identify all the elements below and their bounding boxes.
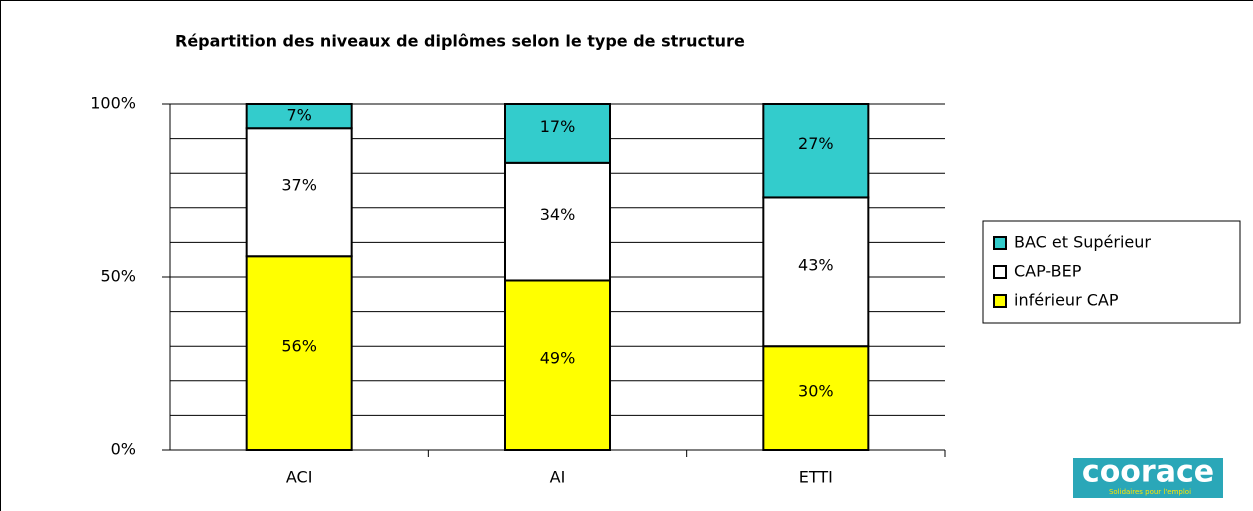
chart-title: Répartition des niveaux de diplômes selo… — [175, 32, 745, 51]
bar-segment — [504, 103, 611, 164]
value-label: 34% — [540, 205, 576, 224]
logo-text: coorace — [1082, 455, 1214, 490]
bar-segment — [245, 255, 353, 451]
value-label: 37% — [281, 176, 317, 195]
y-tick-label: 100% — [90, 94, 136, 113]
legend-swatch — [993, 236, 1007, 250]
logo-tagline: Solidaires pour l'emploi — [1109, 488, 1191, 496]
x-tick-label: ACI — [286, 468, 313, 487]
y-tick-label: 0% — [111, 440, 136, 459]
value-label: 27% — [798, 134, 834, 153]
x-tick-label: AI — [550, 468, 566, 487]
legend-label: inférieur CAP — [1014, 291, 1119, 310]
legend-label: CAP-BEP — [1014, 262, 1082, 281]
bar-segment — [245, 103, 353, 130]
y-tick-label: 50% — [100, 267, 136, 286]
value-label: 7% — [286, 106, 311, 125]
value-label: 30% — [798, 382, 834, 401]
bar-segment — [762, 103, 870, 199]
bar-segment — [504, 161, 611, 282]
x-tick-label: ETTI — [799, 468, 833, 487]
value-label: 49% — [540, 349, 576, 368]
bar-segment — [762, 345, 870, 452]
value-label: 56% — [281, 337, 317, 356]
value-label: 17% — [540, 117, 576, 136]
bar-segment — [762, 196, 870, 348]
logo-bg — [1073, 458, 1223, 498]
legend-swatch — [993, 265, 1007, 279]
legend-swatch — [993, 294, 1007, 308]
bar-segment — [245, 127, 353, 258]
value-label: 43% — [798, 255, 834, 274]
legend-box — [982, 220, 1241, 324]
legend-label: BAC et Supérieur — [1014, 233, 1151, 252]
